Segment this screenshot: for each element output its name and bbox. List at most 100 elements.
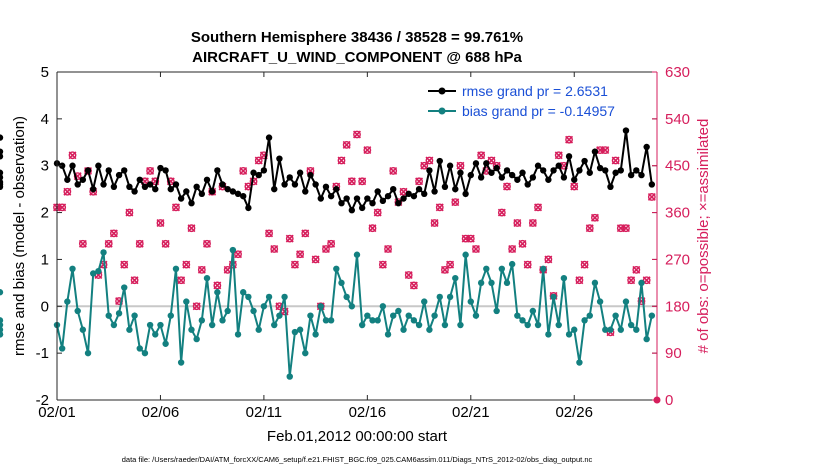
obs-count-marker [430,219,439,227]
obs-possible-marker [363,146,372,154]
obs-count-marker [570,182,579,191]
obs-possible-marker [373,208,382,217]
rmse-point [390,185,397,193]
x-tick-label: 02/21 [452,404,490,421]
obs-possible-marker [182,260,191,269]
obs-possible-marker [461,234,470,243]
obs-assimilated-marker [627,276,636,285]
obs-count-marker [301,229,310,238]
rmse-point [162,167,169,174]
rmse-point [452,185,459,193]
obs-count-marker [347,177,356,186]
rmse-point [545,176,552,183]
obs-possible-marker [435,203,444,212]
obs-possible-marker [342,140,351,149]
obs-count-marker [585,224,594,233]
obs-possible-marker [187,224,196,233]
obs-possible-marker [146,167,155,175]
obs-assimilated-marker [146,166,155,175]
obs-possible-marker [441,265,449,274]
obs-count-marker [368,224,377,233]
obs-count-marker [353,130,361,139]
bias-point [343,293,350,301]
obs-assimilated-marker [528,219,537,227]
obs-assimilated-marker [518,239,527,248]
bias-point [446,293,454,301]
obs-assimilated-marker [213,281,222,290]
obs-assimilated-marker [508,245,517,253]
obs-count-marker [477,151,486,160]
obs-possible-marker [177,276,186,285]
rmse-point [79,176,87,183]
bias-point [296,326,304,333]
obs-assimilated-marker [58,203,67,212]
obs-possible-marker [166,177,175,186]
obs-assimilated-marker [632,265,641,274]
obs-assimilated-marker [347,177,356,186]
obs-count-marker [523,260,532,269]
obs-assimilated-marker [177,276,186,285]
obs-count-marker [580,260,589,269]
obs-count-marker [78,239,87,248]
obs-possible-marker [254,156,263,165]
obs-assimilated-marker [171,203,180,212]
bias-point [90,270,97,277]
obs-possible-marker [192,302,201,311]
rmse-point [317,195,324,202]
obs-count-marker [513,219,522,227]
obs-count-marker [197,265,206,274]
obs-count-marker [497,208,506,217]
obs-count-marker [285,234,294,243]
obs-possible-marker [616,224,625,233]
obs-count-marker [146,166,155,175]
obs-assimilated-marker [523,260,532,269]
y2-axis-label: # of obs: o=possible; ×=assimilated [695,119,712,354]
rmse-point [555,162,562,169]
bias-point [488,279,495,287]
obs-assimilated-marker [265,229,274,238]
rmse-point [472,160,480,167]
rmse-point [157,164,164,172]
rmse-point [338,200,345,207]
obs-possible-marker [327,239,336,248]
obs-possible-marker [378,260,387,269]
bias-point [307,312,314,319]
bias-point [390,312,397,319]
bias-point [540,265,547,272]
obs-assimilated-marker [63,187,72,196]
rmse-point [415,185,423,193]
bias-point [576,359,583,366]
rmse-point [276,155,283,162]
obs-assimilated-marker [182,260,191,269]
rmse-point [508,171,516,179]
obs-possible-marker [404,271,413,279]
rmse-point [203,176,211,183]
rmse-point [586,169,593,176]
bias-point [265,293,273,301]
rmse-point [633,167,640,174]
bias-point [188,326,195,333]
obs-assimilated-marker [544,255,553,264]
obs-possible-marker [322,245,330,253]
obs-assimilated-marker [435,203,444,212]
rmse-point [441,183,449,190]
obs-count-marker [104,239,113,248]
obs-assimilated-marker [471,245,480,253]
obs-possible-marker [523,260,532,269]
rmse-point [374,188,381,195]
obs-assimilated-marker [156,219,165,227]
obs-possible-marker [534,203,542,212]
rmse-point [571,176,578,183]
obs-count-marker [528,219,537,227]
obs-assimilated-marker [353,130,361,139]
obs-possible-marker [565,135,573,144]
rmse-point [136,176,143,183]
bias-point [245,293,252,301]
obs-possible-marker [430,219,439,227]
y2-tick-label: 180 [665,298,690,315]
rmse-point [322,183,330,190]
obs-count-marker [156,219,165,227]
obs-assimilated-marker [565,135,574,144]
bias-point [426,326,433,333]
rmse-point [302,188,309,195]
